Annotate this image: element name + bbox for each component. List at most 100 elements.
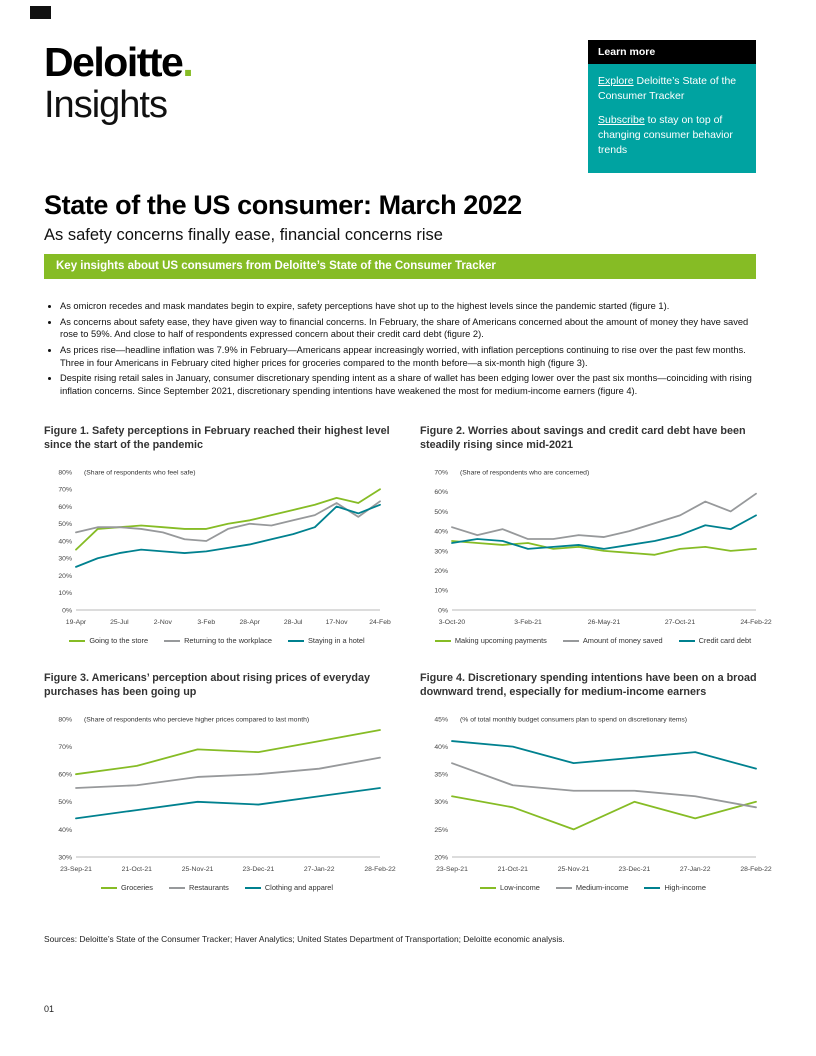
bullet-discretionary-spending: Despite rising retail sales in January, …: [60, 372, 764, 397]
legend-label: Staying in a hotel: [307, 636, 365, 646]
subscribe-link[interactable]: Subscribe: [598, 114, 645, 127]
legend-label: Medium-income: [575, 883, 629, 893]
svg-text:24-Feb-22: 24-Feb-22: [740, 619, 772, 626]
svg-text:(Share of respondents who are: (Share of respondents who are concerned): [460, 469, 589, 476]
legend-label: Making upcoming payments: [454, 636, 547, 646]
svg-text:17-Nov: 17-Nov: [326, 619, 349, 626]
svg-text:40%: 40%: [434, 529, 448, 536]
subscribe-link-text: to stay on top of changing consumer beha…: [598, 114, 733, 156]
page-title: State of the US consumer: March 2022: [44, 190, 522, 220]
key-insights-list: As omicron recedes and mask mandates beg…: [44, 300, 764, 400]
legend-swatch: [434, 639, 451, 642]
svg-text:30%: 30%: [434, 548, 448, 555]
svg-text:45%: 45%: [434, 717, 448, 724]
svg-text:30%: 30%: [58, 855, 72, 862]
legend-swatch: [678, 639, 695, 642]
legend-label: Clothing and apparel: [264, 883, 334, 893]
legend-swatch: [244, 886, 261, 889]
legend-swatch: [100, 886, 117, 889]
svg-text:70%: 70%: [434, 469, 448, 476]
sources-line: Sources: Deloitte’s State of the Consume…: [44, 934, 565, 944]
line-chart-svg: 20% 25% 30% 35% 40% 45% (% of total monthly bu…: [434, 717, 772, 874]
legend-swatch: [168, 886, 185, 889]
logo-green-dot: .: [182, 39, 193, 85]
legend-swatch: [164, 639, 181, 642]
svg-text:28-Jul: 28-Jul: [284, 619, 303, 626]
svg-text:3-Feb-21: 3-Feb-21: [514, 619, 542, 626]
bullet-safety: As omicron recedes and mask mandates beg…: [60, 300, 764, 313]
legend-item: Groceries: [100, 883, 153, 893]
svg-text:28-Apr: 28-Apr: [240, 619, 261, 626]
svg-text:21-Oct-21: 21-Oct-21: [498, 866, 528, 873]
svg-text:10%: 10%: [434, 588, 448, 595]
svg-text:50%: 50%: [58, 521, 72, 528]
legend-label: Groceries: [120, 883, 153, 893]
svg-text:60%: 60%: [434, 489, 448, 496]
svg-text:28-Feb-22: 28-Feb-22: [740, 866, 772, 873]
learn-more-body: Explore Deloitte’s State of the Consumer…: [588, 64, 756, 173]
legend-label: High-income: [664, 883, 706, 893]
svg-text:2-Nov: 2-Nov: [154, 619, 173, 626]
legend-item: Making upcoming payments: [434, 636, 547, 646]
bullet-inflation: As prices rise—headline inflation was 7.…: [60, 344, 764, 369]
legend-swatch: [69, 639, 86, 642]
figure4-title: Figure 4. Discretionary spending intenti…: [420, 672, 757, 699]
svg-text:25-Nov-21: 25-Nov-21: [182, 866, 214, 873]
learn-more-header: Learn more: [588, 40, 756, 64]
svg-text:80%: 80%: [58, 469, 72, 476]
bullet-financial-concerns: As concerns about safety ease, they have…: [60, 316, 764, 341]
legend-item: Returning to the workplace: [164, 636, 272, 645]
figure4-chart: 20% 25% 30% 35% 40% 45% (% of total monthly bu…: [420, 709, 772, 877]
svg-text:50%: 50%: [434, 509, 448, 516]
svg-text:19-Apr: 19-Apr: [66, 619, 87, 626]
figure1-title: Figure 1. Safety perceptions in February…: [44, 425, 390, 452]
svg-text:80%: 80%: [58, 717, 72, 724]
figure-4: Figure 4. Discretionary spending intenti…: [420, 671, 772, 892]
svg-text:25%: 25%: [434, 827, 448, 834]
svg-text:30%: 30%: [58, 556, 72, 563]
svg-text:23-Dec-21: 23-Dec-21: [619, 866, 651, 873]
figure-2: Figure 2. Worries about savings and cred…: [420, 424, 772, 645]
page-number: 01: [44, 1004, 55, 1014]
line-chart-svg: 0% 10% 20% 30% 40% 50% 60% 70% (Share of respond…: [434, 469, 772, 626]
figure4-legend: Low-income Medium-income High-income: [420, 883, 766, 892]
explore-link[interactable]: Explore: [598, 75, 634, 87]
svg-text:26-May-21: 26-May-21: [588, 619, 621, 626]
svg-text:40%: 40%: [434, 744, 448, 751]
figures-grid: Figure 1. Safety perceptions in February…: [44, 424, 772, 892]
figure1-chart: 0% 10% 20% 30% 40% 50% 60% 70% 80% (Share of resp…: [44, 462, 391, 630]
page-subtitle: As safety concerns finally ease, financi…: [44, 226, 443, 244]
svg-text:27-Jan-22: 27-Jan-22: [680, 866, 711, 873]
figure3-legend: Groceries Restaurants Clothing and apparel: [44, 883, 390, 892]
line-chart-svg: 30% 40% 50% 60% 70% 80% (Share of respondents …: [58, 717, 396, 874]
explore-link-text: Deloitte’s State of the Consumer Tracker: [598, 75, 737, 102]
svg-text:70%: 70%: [58, 487, 72, 494]
legend-item: Low-income: [480, 883, 540, 892]
svg-text:23-Dec-21: 23-Dec-21: [243, 866, 275, 873]
svg-text:40%: 40%: [58, 827, 72, 834]
svg-text:28-Feb-22: 28-Feb-22: [364, 866, 396, 873]
svg-text:27-Oct-21: 27-Oct-21: [665, 619, 695, 626]
legend-label: Amount of money saved: [582, 636, 663, 646]
figure2-legend: Making upcoming payments Amount of money …: [420, 636, 766, 645]
svg-text:(Share of respondents who feel: (Share of respondents who feel safe): [84, 469, 195, 476]
svg-text:30%: 30%: [434, 799, 448, 806]
legend-label: Credit card debt: [698, 636, 752, 646]
svg-text:3-Oct-20: 3-Oct-20: [439, 619, 466, 626]
figure2-chart: 0% 10% 20% 30% 40% 50% 60% 70% (Share of respond…: [420, 462, 772, 630]
learn-more-item-explore: Explore Deloitte’s State of the Consumer…: [598, 74, 746, 103]
learn-more-item-subscribe: Subscribe to stay on top of changing con…: [598, 113, 746, 157]
svg-text:0%: 0%: [438, 607, 448, 614]
svg-text:60%: 60%: [58, 504, 72, 511]
key-insights-banner: Key insights about US consumers from Del…: [44, 254, 756, 279]
legend-item: Clothing and apparel: [244, 883, 334, 893]
corner-mark: [30, 6, 51, 19]
svg-text:25-Jul: 25-Jul: [110, 619, 129, 626]
svg-text:35%: 35%: [434, 772, 448, 779]
svg-text:(Share of respondents who perc: (Share of respondents who percieve highe…: [84, 717, 309, 724]
legend-swatch: [287, 639, 304, 642]
figure-1: Figure 1. Safety perceptions in February…: [44, 424, 391, 646]
svg-text:20%: 20%: [434, 855, 448, 862]
svg-text:0%: 0%: [62, 607, 72, 614]
